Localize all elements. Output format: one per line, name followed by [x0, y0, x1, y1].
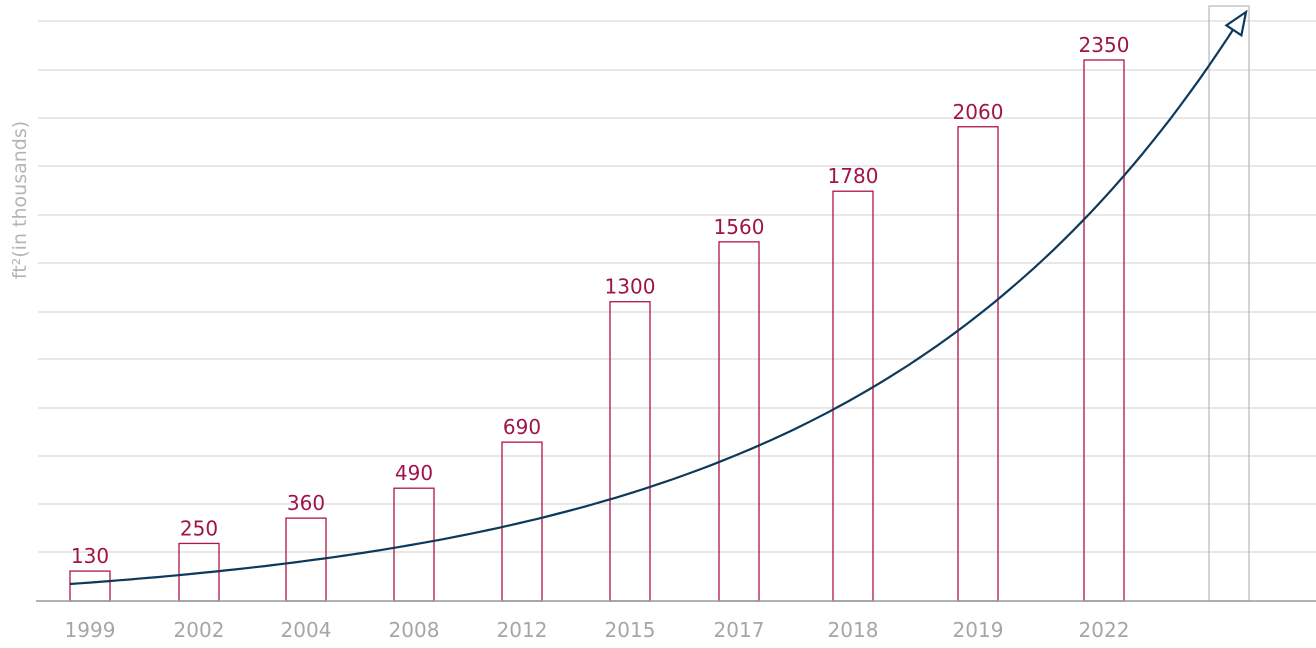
x-tick-label: 2002 [174, 618, 225, 642]
x-tick-label: 1999 [65, 618, 116, 642]
bar [69, 570, 111, 602]
bar [1083, 59, 1125, 602]
x-tick-labels: 1999 2002 2004 2008 2012 2015 2017 2018 2019 2022 [65, 618, 1130, 642]
bar [718, 241, 760, 602]
trend-arrow-curve [69, 21, 1239, 586]
data-label: 2060 [953, 100, 1004, 124]
data-label: 360 [287, 491, 325, 515]
data-label: 690 [503, 415, 541, 439]
x-tick-label: 2015 [605, 618, 656, 642]
x-tick-label: 2017 [714, 618, 765, 642]
data-labels: 130 250 360 490 690 1300 1560 1780 2060 2350 [71, 33, 1130, 568]
arrow-head-icon [1224, 9, 1248, 38]
grid-lines [38, 20, 1316, 553]
data-label: 490 [395, 461, 433, 485]
bar [957, 126, 999, 602]
x-tick-label: 2012 [497, 618, 548, 642]
x-tick-label: 2018 [828, 618, 879, 642]
bars [69, 59, 1125, 602]
data-label: 1300 [605, 275, 656, 299]
empty-future-bar [1208, 5, 1250, 602]
data-label: 1780 [828, 164, 879, 188]
data-label: 2350 [1079, 33, 1130, 57]
bar [609, 301, 651, 602]
bar [832, 190, 874, 602]
data-label: 250 [180, 516, 218, 540]
data-label: 130 [71, 544, 109, 568]
x-tick-label: 2004 [281, 618, 332, 642]
y-axis-label: ft²(in thousands) [9, 121, 31, 279]
x-tick-label: 2022 [1079, 618, 1130, 642]
x-tick-label: 2019 [953, 618, 1004, 642]
x-tick-label: 2008 [389, 618, 440, 642]
data-label: 1560 [714, 215, 765, 239]
